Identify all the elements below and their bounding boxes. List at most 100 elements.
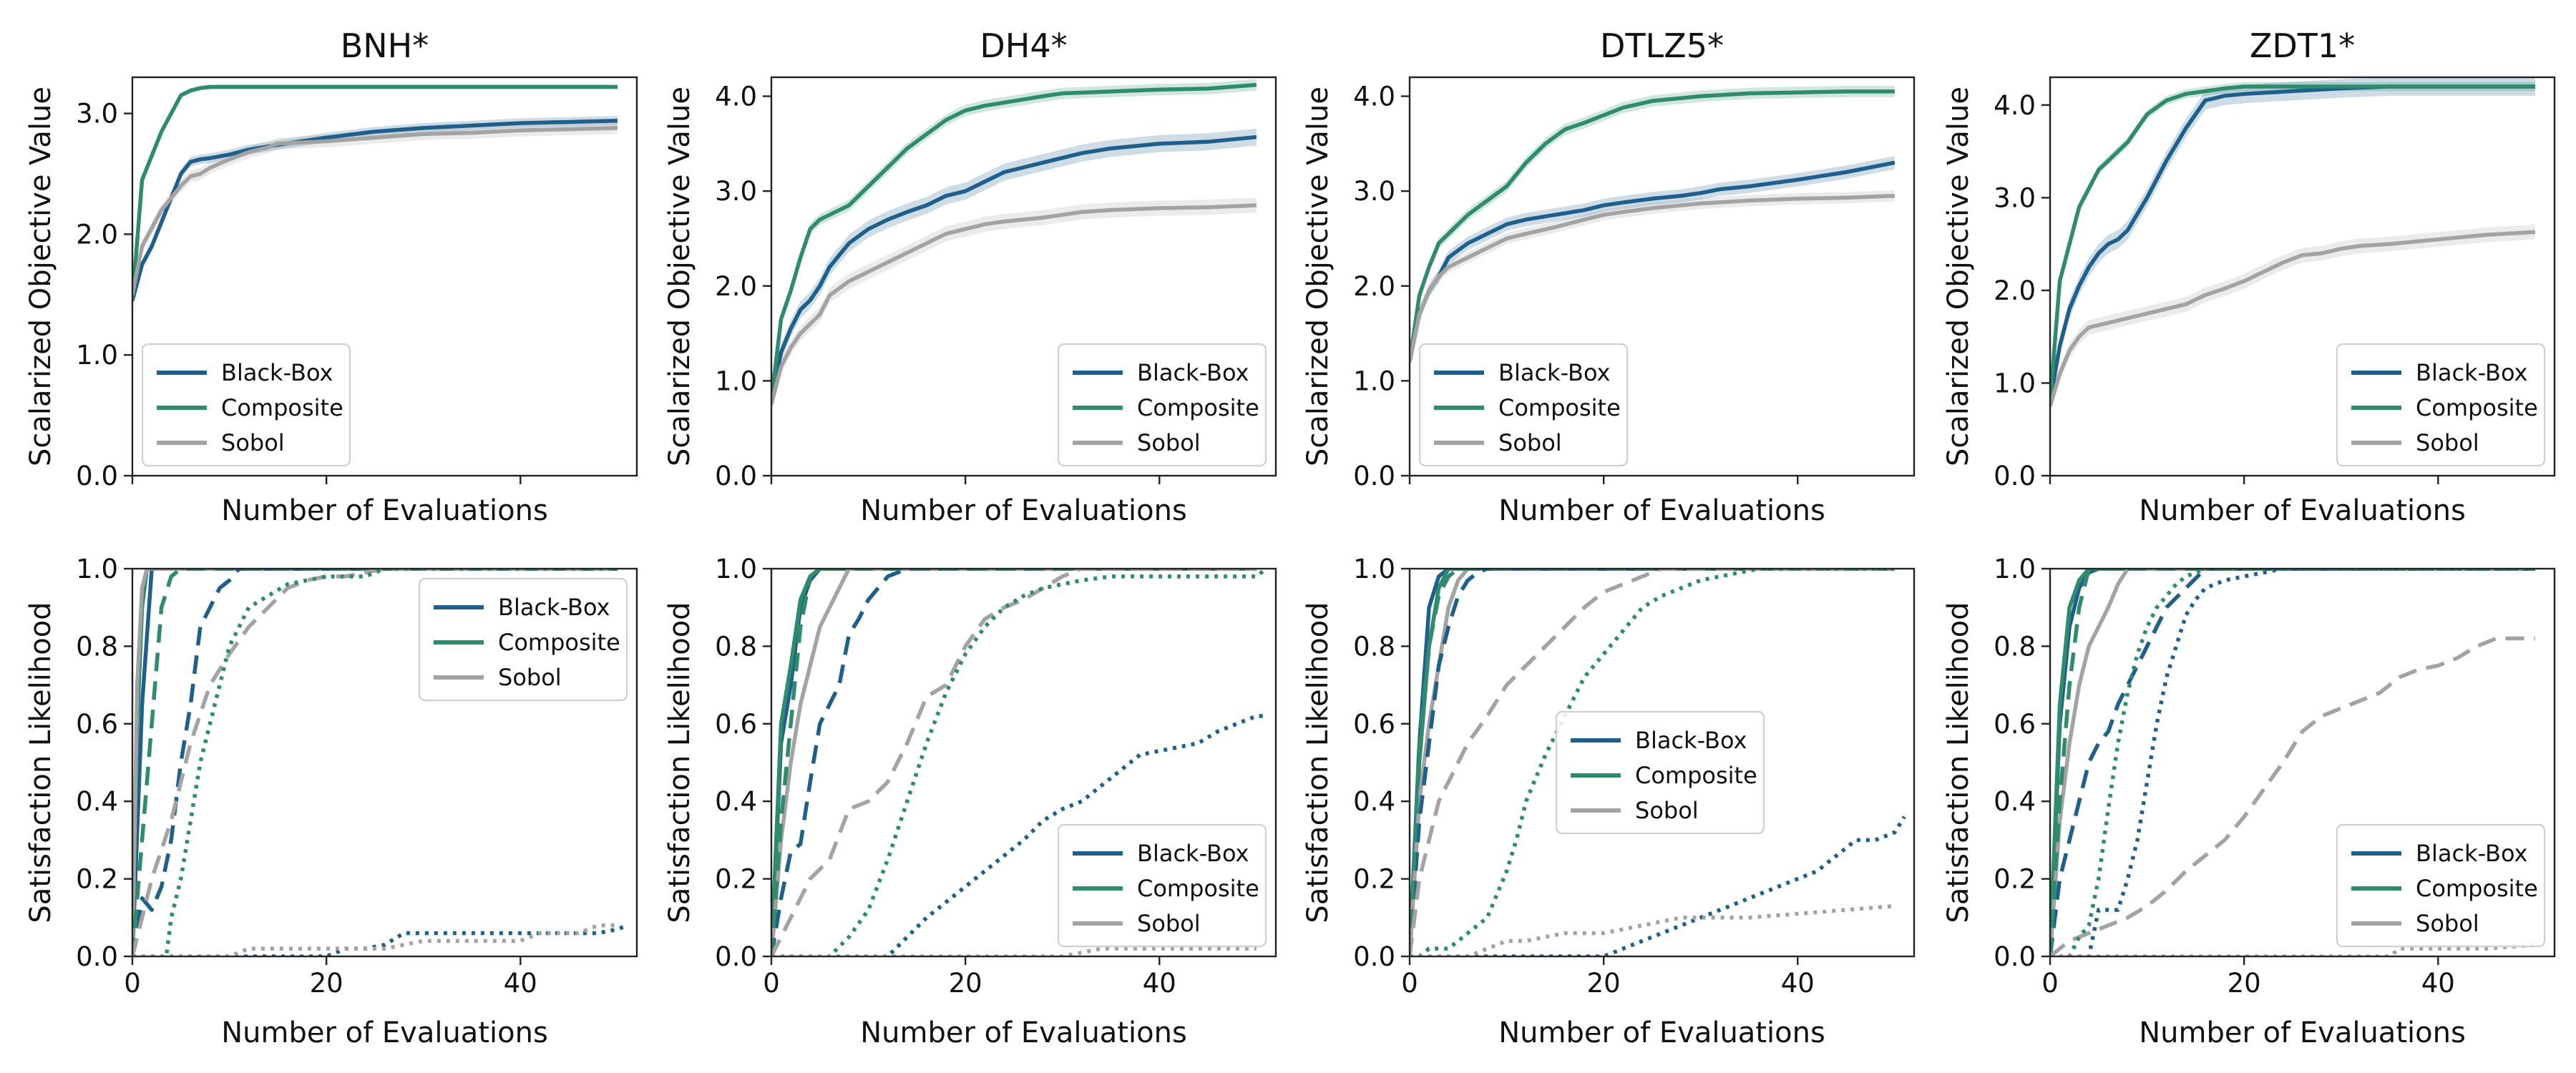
- legend: Black-Box Composite Sobol: [2336, 823, 2546, 948]
- y-tick-label: 0.8: [715, 631, 757, 662]
- x-tick-label: 40: [504, 968, 537, 999]
- y-tick-label: 3.0: [1353, 176, 1395, 207]
- series-line-black-box-dashed: [2050, 569, 2535, 956]
- y-tick-label: 0.6: [1994, 709, 2036, 740]
- series-line-black-box-dotted: [771, 714, 1267, 956]
- series-line-sobol-dotted: [1410, 903, 1896, 956]
- legend: Black-Box Composite Sobol: [1418, 343, 1629, 467]
- panel-6: 0.0 0.2 0.4 0.6 0.8 1.0 0 20 40 Number of Evaluat…: [1302, 554, 1916, 1049]
- x-tick-label: 0: [763, 968, 780, 999]
- y-tick-label: 1.0: [715, 554, 757, 584]
- series-line-composite-dashed: [2050, 569, 2535, 956]
- x-tick-label: 20: [310, 968, 343, 999]
- series-line-composite-solid: [771, 82, 1257, 401]
- y-tick-label: 2.0: [715, 271, 757, 302]
- y-tick-label: 0.0: [715, 941, 757, 972]
- x-tick-label: 0: [1401, 968, 1418, 999]
- series-line-sobol-solid: [2050, 569, 2535, 956]
- series-line-black-box-dashed: [132, 569, 618, 956]
- chart-title: ZDT1*: [2250, 26, 2355, 65]
- series-line-composite-solid: [132, 84, 618, 301]
- series-line-composite-solid: [2050, 569, 2535, 956]
- series-line-black-box-dashed: [1410, 569, 1895, 956]
- series-line-sobol-dashed: [771, 569, 1257, 956]
- legend: Black-Box Composite Sobol: [1057, 343, 1267, 467]
- legend-label-black-box: Black-Box: [1137, 840, 1249, 867]
- panel-5: 0.0 0.2 0.4 0.6 0.8 1.0 0 20 40 Number of Evaluat…: [663, 554, 1277, 1049]
- legend: Black-Box Composite Sobol: [141, 343, 351, 467]
- x-tick-label: 20: [949, 968, 982, 999]
- y-tick-label: 0.4: [76, 786, 118, 817]
- series-line-sobol-solid: [132, 126, 618, 295]
- series-line-composite-dotted: [2050, 569, 2535, 956]
- y-tick-label: 1.0: [715, 366, 757, 396]
- y-axis-label: Scalarized Objective Value: [1942, 87, 1975, 466]
- legend-label-composite: Composite: [498, 629, 620, 656]
- band-black-box: [1410, 156, 1895, 369]
- x-axis-label: Number of Evaluations: [860, 1016, 1187, 1049]
- series-line-composite-solid: [1410, 569, 1895, 956]
- legend-label-black-box: Black-Box: [221, 359, 333, 386]
- y-tick-label: 3.0: [1994, 182, 2036, 213]
- legend-label-composite: Composite: [2416, 394, 2538, 421]
- legend-label-composite: Composite: [1635, 762, 1757, 789]
- x-axis-label: Number of Evaluations: [860, 494, 1187, 527]
- legend-label-sobol: Sobol: [2416, 429, 2479, 456]
- y-tick-label: 0.8: [76, 631, 118, 662]
- series-line-sobol-dashed: [2050, 636, 2535, 956]
- y-tick-label: 3.0: [76, 99, 118, 129]
- chart-title: DH4*: [980, 26, 1067, 65]
- y-tick-label: 0.0: [76, 461, 118, 491]
- legend-label-black-box: Black-Box: [1635, 727, 1747, 754]
- y-tick-label: 0.8: [1353, 631, 1395, 662]
- plot-area: [771, 569, 1268, 956]
- legend-label-sobol: Sobol: [1137, 910, 1201, 937]
- y-tick-label: 2.0: [1353, 271, 1395, 302]
- y-tick-label: 3.0: [715, 176, 757, 207]
- panel-0: 0.0 1.0 2.0 3.0 BNH* Number of Evaluations Sca…: [24, 26, 638, 527]
- legend-label-composite: Composite: [1137, 394, 1259, 421]
- plot-area: [132, 84, 618, 306]
- legend-label-black-box: Black-Box: [2416, 840, 2527, 867]
- y-axis-label: Scalarized Objective Value: [663, 87, 696, 466]
- y-axis-label: Scalarized Objective Value: [24, 87, 57, 466]
- legend-label-sobol: Sobol: [2416, 910, 2479, 937]
- y-tick-label: 0.2: [76, 864, 118, 895]
- panel-7: 0.0 0.2 0.4 0.6 0.8 1.0 0 20 40 Number of Evaluat…: [1942, 554, 2556, 1049]
- legend-label-black-box: Black-Box: [2416, 359, 2527, 386]
- band-black-box: [132, 116, 618, 306]
- axes-frame: [131, 567, 638, 958]
- series-line-black-box-solid: [771, 134, 1257, 401]
- y-tick-label: 1.0: [1994, 368, 2036, 398]
- y-tick-label: 0.4: [715, 786, 757, 817]
- y-tick-label: 2.0: [1994, 275, 2036, 306]
- y-axis-label: Satisfaction Likelihood: [24, 602, 57, 923]
- y-tick-label: 0.0: [1994, 461, 2036, 491]
- y-tick-label: 4.0: [1353, 82, 1395, 112]
- axes-frame: [2049, 567, 2556, 958]
- series-line-sobol-dashed: [132, 569, 618, 956]
- series-line-composite-dashed: [132, 569, 618, 956]
- band-black-box: [2050, 77, 2535, 411]
- band-sobol: [1410, 190, 1895, 368]
- y-tick-label: 0.0: [76, 941, 118, 972]
- series-line-black-box-solid: [132, 569, 618, 956]
- series-line-sobol-dotted: [771, 946, 1257, 956]
- band-sobol: [132, 122, 618, 301]
- series-line-black-box-solid: [1410, 160, 1896, 363]
- x-axis-label: Number of Evaluations: [1498, 1016, 1825, 1049]
- y-tick-label: 0.0: [1353, 461, 1395, 491]
- legend-label-sobol: Sobol: [1137, 429, 1201, 456]
- series-line-sobol-solid: [132, 569, 618, 956]
- axes-frame: [1408, 76, 1916, 477]
- series-line-black-box-dotted: [1410, 815, 1906, 956]
- legend-label-composite: Composite: [2416, 875, 2538, 902]
- chart-title: DTLZ5*: [1600, 26, 1724, 65]
- x-tick-label: 0: [2041, 968, 2059, 999]
- band-sobol: [2050, 224, 2535, 414]
- plot-area: [2050, 77, 2536, 414]
- panel-2: 0.0 1.0 2.0 3.0 4.0 DTLZ5* Number of Evaluatio…: [1302, 26, 1916, 527]
- panel-4: 0.0 0.2 0.4 0.6 0.8 1.0 0 20 40 Number of Evaluat…: [24, 554, 638, 1049]
- x-tick-label: 0: [124, 968, 141, 999]
- y-tick-label: 1.0: [1994, 554, 2036, 584]
